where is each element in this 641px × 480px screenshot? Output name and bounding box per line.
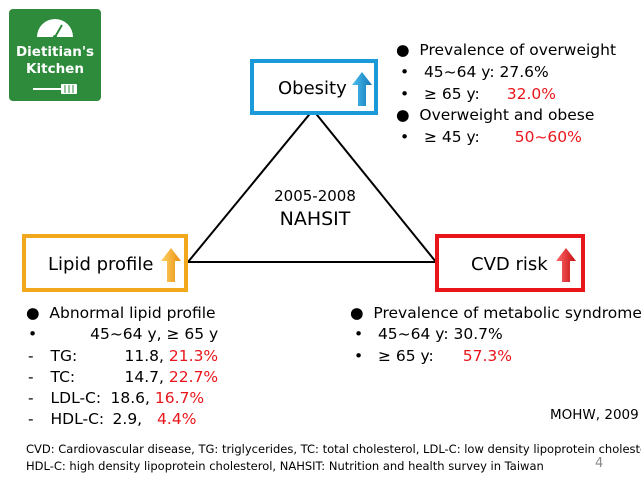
obesity-heading-2: ● Overweight and obese bbox=[396, 106, 594, 124]
dietitians-kitchen-logo: Dietitian's Kitchen bbox=[9, 9, 101, 101]
cvd-heading: ● Prevalence of metabolic syndrome bbox=[350, 304, 641, 322]
up-arrow-icon bbox=[556, 248, 576, 282]
bullet-dot: ● bbox=[26, 304, 40, 322]
lipid-heading: ● Abnormal lipid profile bbox=[26, 304, 216, 322]
obese-45-label: ≥ 45 y: bbox=[423, 128, 480, 146]
metabolic-65-label: ≥ 65 y: bbox=[377, 347, 434, 365]
tc-value-65: 22.7% bbox=[168, 368, 219, 386]
cvd-risk-box: CVD risk bbox=[435, 234, 585, 292]
ldl-value-45-64: 18.6, bbox=[110, 389, 150, 407]
footnote-line-2: HDL-C: high density lipoprotein choleste… bbox=[26, 459, 544, 473]
hdl-label: HDL-C: bbox=[50, 410, 105, 428]
page-number: 4 bbox=[595, 456, 604, 471]
bullet: • bbox=[28, 325, 38, 343]
bullet-dot: ● bbox=[396, 106, 410, 124]
hdl-value-45-64: 2.9, bbox=[112, 410, 143, 428]
logo-text: Dietitian's Kitchen bbox=[9, 44, 101, 78]
survey-years: 2005-2008 bbox=[274, 187, 356, 205]
metabolic-syndrome-heading: Prevalence of metabolic syndrome bbox=[373, 304, 641, 322]
survey-name: NAHSIT bbox=[279, 208, 351, 230]
tg-value-65: 21.3% bbox=[168, 347, 219, 365]
lipid-row-ldl: - LDL-C: 18.6, 16.7% bbox=[28, 389, 204, 407]
hdl-value-65: 4.4% bbox=[157, 410, 197, 428]
cvd-row-1: • 45~64 y: 30.7% bbox=[354, 325, 503, 343]
up-arrow-icon bbox=[352, 72, 372, 106]
bullet: • bbox=[354, 347, 364, 365]
overweight-65-label: ≥ 65 y: bbox=[423, 85, 480, 103]
lipid-age-header: • 45~64 y, ≥ 65 y bbox=[28, 325, 218, 343]
tc-label: TC: bbox=[50, 368, 76, 386]
tg-value-45-64: 11.8, bbox=[124, 347, 164, 365]
bullet: • bbox=[400, 85, 410, 103]
overweight-65-value: 32.0% bbox=[506, 85, 556, 103]
dash: - bbox=[28, 389, 34, 407]
logo-line2: Kitchen bbox=[26, 61, 84, 77]
metabolic-45-64: 45~64 y: 30.7% bbox=[377, 325, 503, 343]
abnormal-lipid-heading: Abnormal lipid profile bbox=[49, 304, 216, 322]
bullet: • bbox=[400, 128, 410, 146]
ldl-value-65: 16.7% bbox=[154, 389, 205, 407]
bullet-dot: ● bbox=[350, 304, 364, 322]
ldl-label: LDL-C: bbox=[50, 389, 102, 407]
bullet: • bbox=[354, 325, 364, 343]
overweight-obese-heading: Overweight and obese bbox=[419, 106, 595, 124]
obesity-row-1: • 45~64 y: 27.6% bbox=[400, 63, 549, 81]
obesity-row-3: • ≥ 45 y: 50~60% bbox=[400, 128, 582, 146]
lipid-profile-label: Lipid profile bbox=[48, 254, 154, 275]
obese-45-value: 50~60% bbox=[514, 128, 582, 146]
bullet-dot: ● bbox=[396, 41, 410, 59]
up-arrow-icon bbox=[161, 248, 181, 282]
spatula-icon bbox=[33, 84, 77, 94]
dash: - bbox=[28, 368, 34, 386]
obesity-row-2: • ≥ 65 y: 32.0% bbox=[400, 85, 556, 103]
scale-icon bbox=[37, 19, 73, 39]
lipid-age-groups: 45~64 y, ≥ 65 y bbox=[90, 325, 219, 343]
lipid-profile-box: Lipid profile bbox=[22, 234, 188, 292]
footnote-line-1: CVD: Cardiovascular disease, TG: triglyc… bbox=[26, 442, 641, 456]
obesity-heading-1: ● Prevalence of overweight bbox=[396, 41, 616, 59]
overweight-45-64: 45~64 y: 27.6% bbox=[423, 63, 549, 81]
cvd-row-2: • ≥ 65 y: 57.3% bbox=[354, 347, 512, 365]
source-citation: MOHW, 2009 bbox=[550, 407, 639, 423]
dash: - bbox=[28, 347, 34, 365]
logo-line1: Dietitian's bbox=[15, 44, 95, 60]
lipid-row-tc: - TC: 14.7, 22.7% bbox=[28, 368, 218, 386]
metabolic-65-value: 57.3% bbox=[462, 347, 512, 365]
lipid-row-tg: - TG: 11.8, 21.3% bbox=[28, 347, 218, 365]
overweight-heading: Prevalence of overweight bbox=[419, 41, 617, 59]
tg-label: TG: bbox=[50, 347, 78, 365]
lipid-row-hdl: - HDL-C: 2.9, 4.4% bbox=[28, 410, 196, 428]
tc-value-45-64: 14.7, bbox=[124, 368, 164, 386]
obesity-box: Obesity bbox=[250, 59, 378, 115]
cvd-risk-label: CVD risk bbox=[471, 254, 548, 275]
dash: - bbox=[28, 410, 34, 428]
bullet: • bbox=[400, 63, 410, 81]
obesity-label: Obesity bbox=[278, 78, 347, 99]
